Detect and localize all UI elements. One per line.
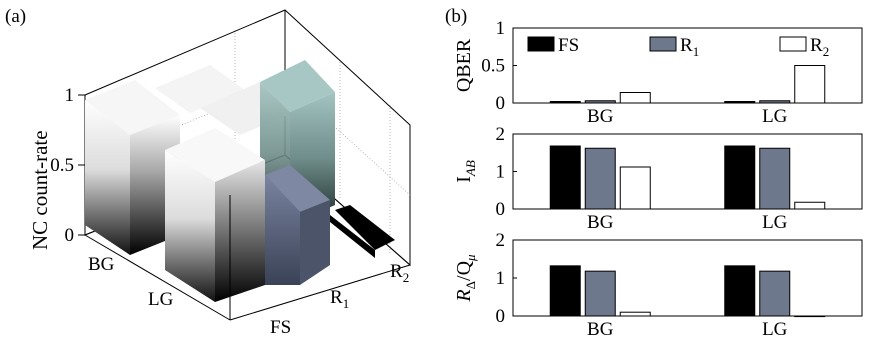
- y-tick-label: 1: [496, 268, 506, 289]
- z-tick-label: 0.5: [50, 155, 74, 176]
- category-label: LG: [762, 106, 788, 127]
- row-label-bg: BG: [88, 254, 115, 275]
- grid-line: [284, 81, 411, 196]
- y-tick-label: 2: [496, 124, 506, 145]
- floor-edge-left: [84, 234, 231, 321]
- bar-r1-bg: [584, 147, 616, 210]
- bar-bg-back-front: [85, 100, 130, 255]
- category-label: BG: [587, 319, 614, 340]
- bar-fs-bg: [549, 145, 581, 210]
- bar-lg-r1-top: [265, 165, 330, 212]
- z-axis-label: NC count-rate: [28, 130, 52, 250]
- category-label: BG: [587, 212, 614, 233]
- panel-a-3d-chart: 00.51 NC count-rate BG LG FS R1 R2: [28, 9, 411, 338]
- bar-fs-bg: [549, 101, 581, 104]
- bar-r1-lg: [759, 100, 791, 104]
- category-label: LG: [762, 319, 788, 340]
- col-label-fs: FS: [270, 317, 291, 338]
- legend-label: R2: [810, 35, 829, 59]
- legend-label: R1: [680, 35, 699, 59]
- bar-fs-lg: [724, 265, 756, 317]
- row-label-lg: LG: [148, 289, 174, 310]
- bar-bg-r1-top: [155, 65, 245, 113]
- y-tick-label: 1: [496, 18, 506, 39]
- z-axis: 00.51: [50, 85, 85, 246]
- bar-lg-r2-top: [335, 205, 395, 250]
- legend: FS R1 R2: [527, 35, 829, 59]
- z-tick-label: 0: [65, 225, 75, 246]
- bar-lg-fs-front: [165, 150, 215, 302]
- bar-r2-lg: [794, 201, 826, 210]
- bar-fs-lg: [724, 145, 756, 210]
- y-tick-label: 0.5: [481, 56, 505, 77]
- bar-lg-fs-top: [165, 128, 265, 182]
- subplot-3: 0 1 2 BG LG RΔ/Qμ: [453, 230, 863, 340]
- panel-b-label: (b): [445, 6, 467, 27]
- bar-lg-fs-side: [215, 160, 265, 302]
- legend-label: FS: [558, 35, 579, 56]
- category-label: BG: [587, 106, 614, 127]
- subplot-1: 0 0.5 1 BG LG QBER: [453, 18, 863, 127]
- subplot-2: 0 1 2 BG LG IAB: [453, 124, 863, 233]
- y-axis-label: RΔ/Qμ: [453, 254, 478, 303]
- bar-fs-lg: [724, 101, 756, 104]
- bar-r1-bg: [584, 270, 616, 317]
- bar-bg-r2-top: [260, 60, 335, 112]
- y-tick-label: 1: [496, 162, 506, 183]
- bar-r1-lg: [759, 270, 791, 317]
- bar-r2-bg: [619, 311, 651, 317]
- floor-edge-right: [229, 264, 411, 321]
- y-tick-label: 0: [496, 93, 506, 114]
- bar-r2-lg: [794, 315, 826, 318]
- y-tick-label: 0: [496, 306, 506, 327]
- y-axis-label: IAB: [453, 160, 478, 183]
- y-tick-label: 2: [496, 230, 506, 251]
- bar-r1-lg: [759, 147, 791, 210]
- panel-b-bar-charts: 0 0.5 1 BG LG QBER 0 1 2 BG LG IAB 0 1 2 BG LG RΔ/Qμ FS R1 R…: [453, 18, 863, 340]
- bar-r1-bg: [584, 100, 616, 104]
- y-axis-label: QBER: [453, 38, 475, 92]
- legend-swatch: [527, 36, 555, 52]
- bar-r2-bg: [619, 92, 651, 104]
- panel-a-label: (a): [5, 6, 26, 27]
- y-tick-label: 0: [496, 199, 506, 220]
- bar-lg-r1-front: [265, 175, 300, 285]
- z-tick-label: 1: [65, 85, 75, 106]
- bar-r2-bg: [619, 166, 651, 210]
- legend-swatch: [779, 36, 807, 52]
- bar-r2-lg: [794, 65, 826, 104]
- bar-fs-bg: [549, 265, 581, 317]
- col-label-r1: R1: [330, 287, 349, 311]
- bar-bg-back-top: [85, 80, 180, 135]
- col-label-r2: R2: [390, 261, 409, 285]
- category-label: LG: [762, 212, 788, 233]
- bar-lg-r1-side: [300, 200, 330, 285]
- bar-lg-r2-front: [330, 215, 375, 258]
- legend-swatch: [649, 36, 677, 52]
